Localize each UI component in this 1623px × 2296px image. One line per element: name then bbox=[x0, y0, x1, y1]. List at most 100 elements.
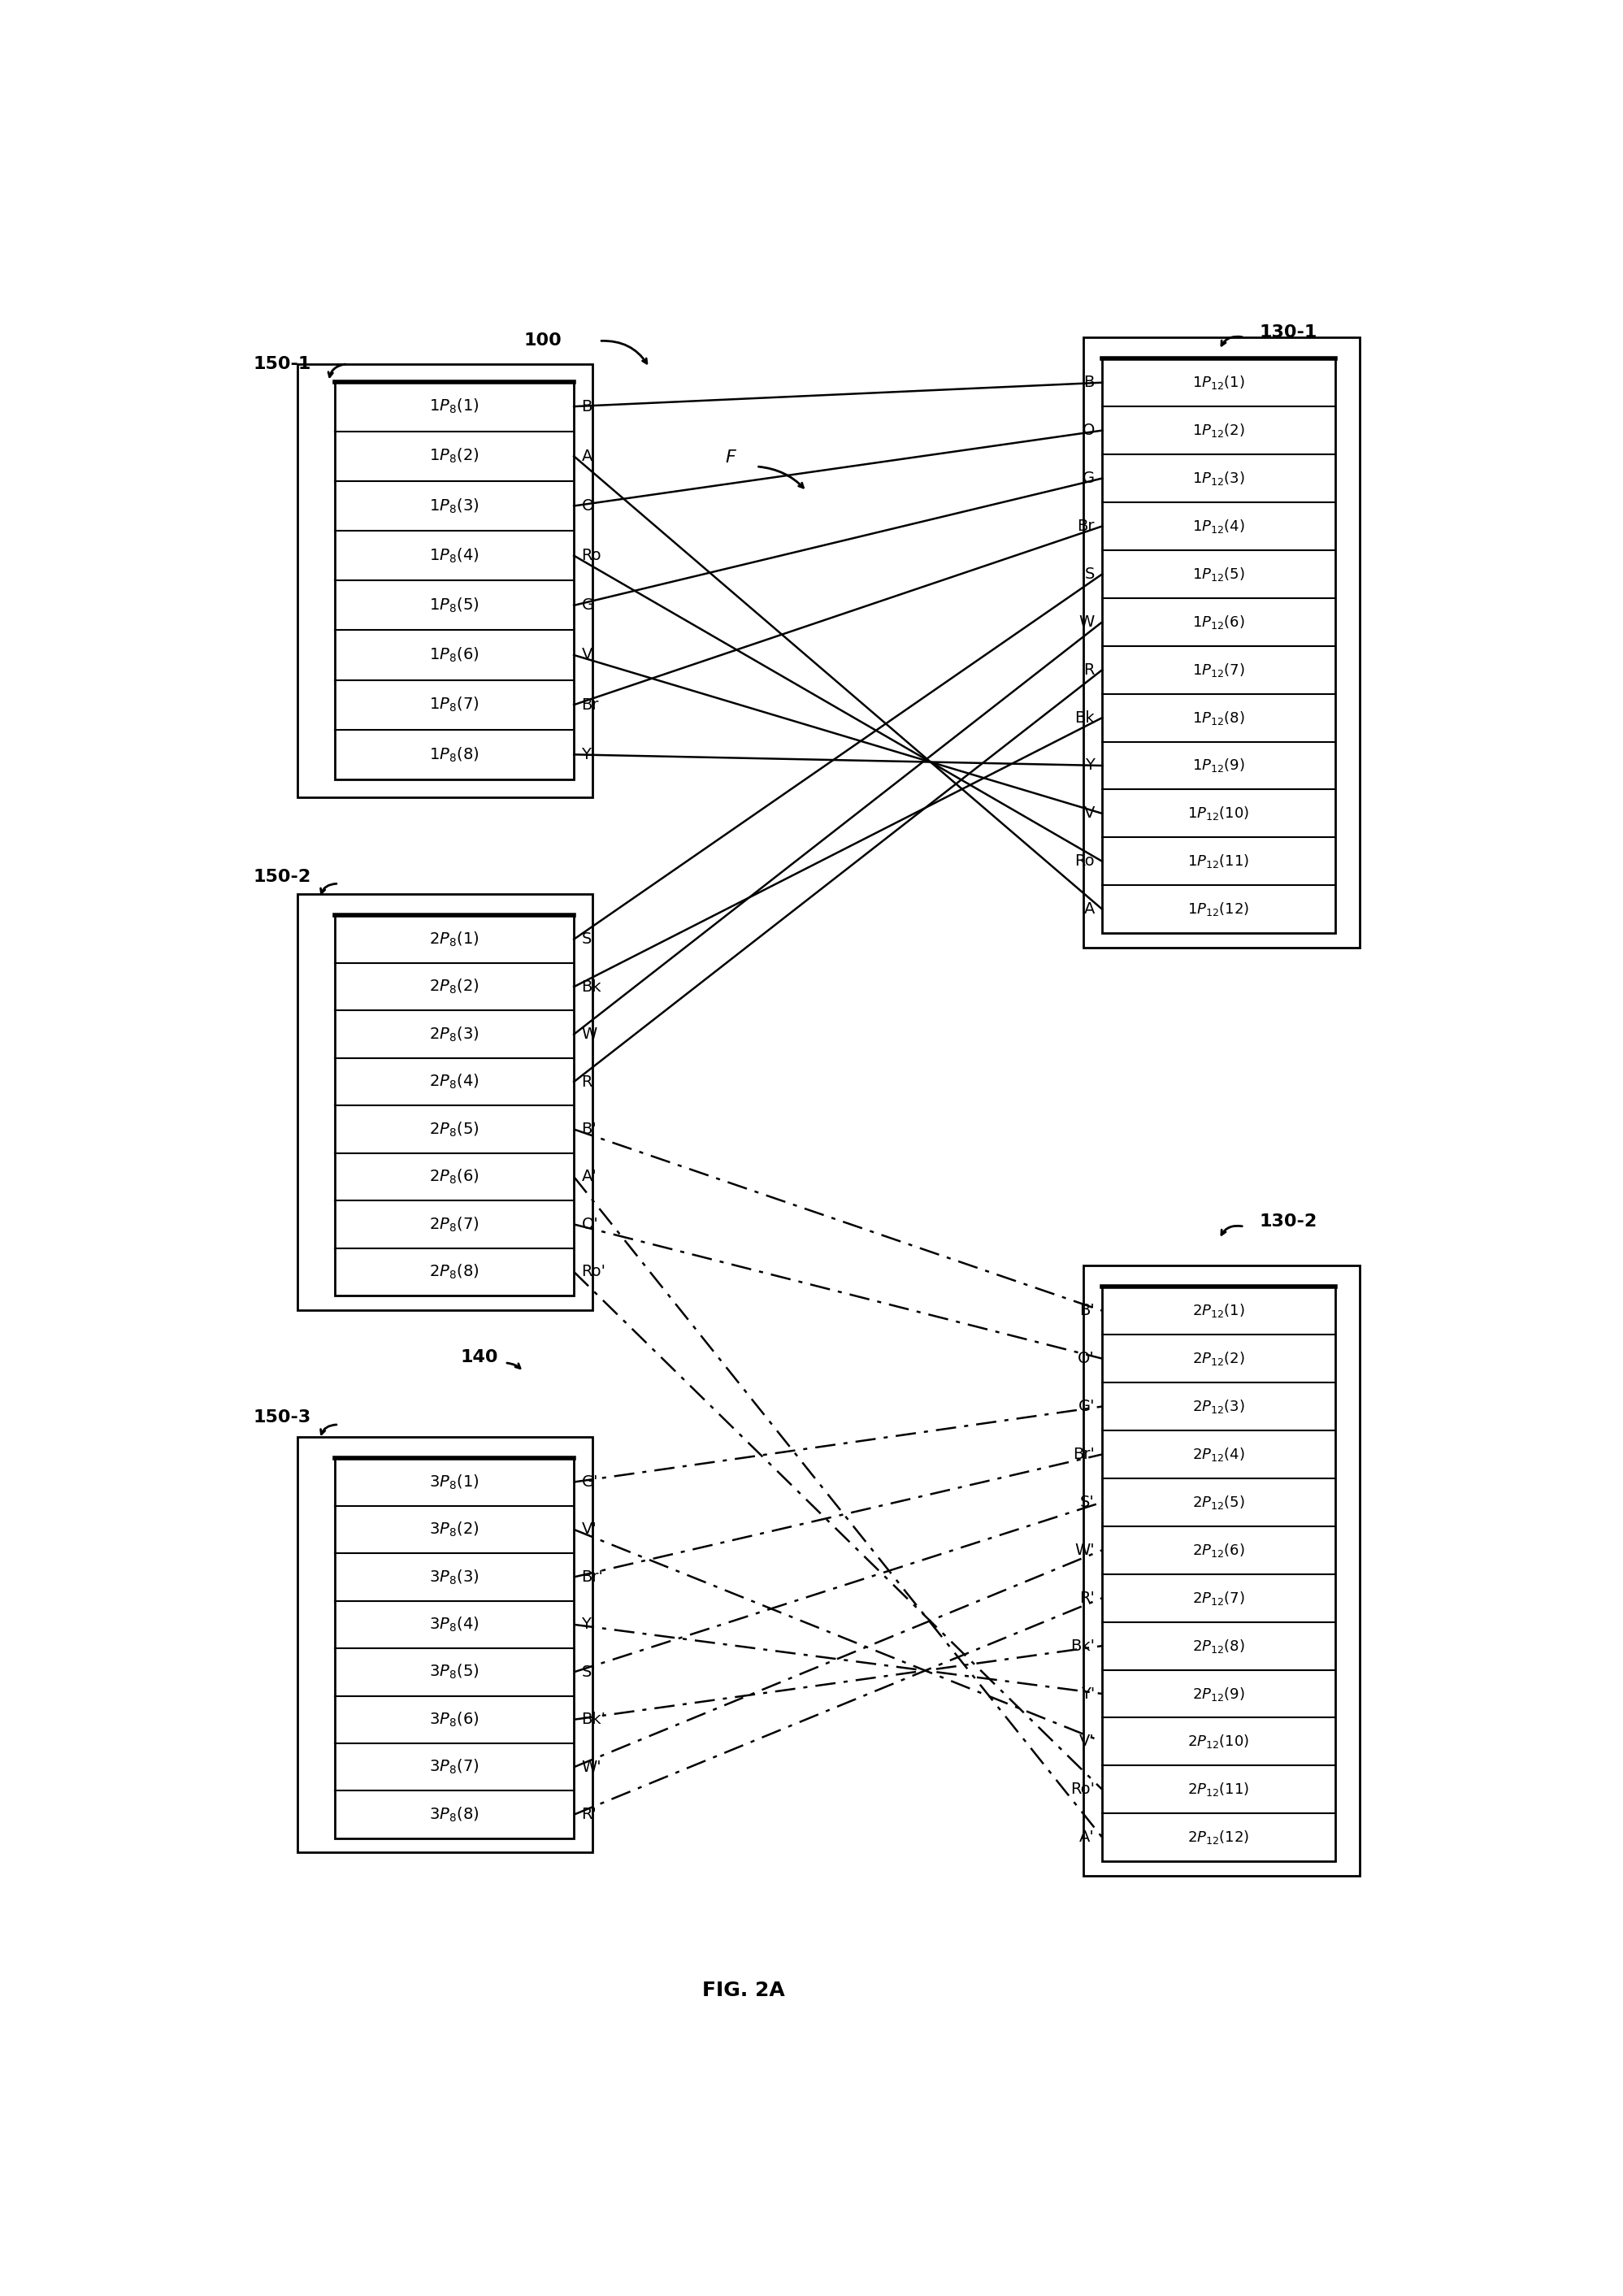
Text: V: V bbox=[1084, 806, 1094, 822]
Text: 150-3: 150-3 bbox=[253, 1410, 312, 1426]
Text: $2P_8(8)$: $2P_8(8)$ bbox=[430, 1263, 479, 1281]
Text: $1P_{12}(5)$: $1P_{12}(5)$ bbox=[1193, 565, 1245, 583]
Text: R: R bbox=[581, 1075, 592, 1091]
Text: O': O' bbox=[581, 1217, 599, 1233]
Text: $3P_8(1)$: $3P_8(1)$ bbox=[430, 1474, 479, 1490]
Text: $3P_8(8)$: $3P_8(8)$ bbox=[430, 1805, 479, 1823]
Text: $3P_8(6)$: $3P_8(6)$ bbox=[430, 1711, 479, 1729]
Text: B: B bbox=[1084, 374, 1094, 390]
Text: Bk: Bk bbox=[581, 978, 602, 994]
Text: $2P_{12}(1)$: $2P_{12}(1)$ bbox=[1193, 1302, 1245, 1320]
Bar bbox=[1102, 1286, 1334, 1862]
Text: $2P_{12}(5)$: $2P_{12}(5)$ bbox=[1193, 1495, 1245, 1511]
Text: $3P_8(4)$: $3P_8(4)$ bbox=[430, 1616, 479, 1635]
Text: $2P_{12}(8)$: $2P_{12}(8)$ bbox=[1193, 1637, 1245, 1655]
Text: B': B' bbox=[581, 1120, 597, 1137]
Text: $2P_{12}(7)$: $2P_{12}(7)$ bbox=[1193, 1589, 1245, 1607]
Text: 150-2: 150-2 bbox=[253, 868, 312, 884]
Text: G': G' bbox=[1078, 1398, 1094, 1414]
Text: $3P_8(5)$: $3P_8(5)$ bbox=[430, 1662, 479, 1681]
Text: 140: 140 bbox=[461, 1350, 498, 1366]
Text: V: V bbox=[581, 647, 592, 664]
Text: $2P_8(4)$: $2P_8(4)$ bbox=[430, 1072, 479, 1091]
Text: $2P_{12}(3)$: $2P_{12}(3)$ bbox=[1193, 1398, 1245, 1414]
Text: $2P_{12}(9)$: $2P_{12}(9)$ bbox=[1193, 1685, 1245, 1701]
Text: A': A' bbox=[1079, 1830, 1094, 1846]
Text: $3P_8(7)$: $3P_8(7)$ bbox=[430, 1759, 479, 1777]
Text: $1P_8(5)$: $1P_8(5)$ bbox=[430, 597, 479, 615]
Text: Br': Br' bbox=[1073, 1446, 1094, 1463]
Text: $1P_8(3)$: $1P_8(3)$ bbox=[430, 496, 479, 514]
Text: Ro': Ro' bbox=[1070, 1782, 1094, 1798]
Text: A: A bbox=[1084, 902, 1094, 916]
Text: Br: Br bbox=[1078, 519, 1094, 535]
Bar bbox=[1102, 358, 1334, 932]
Text: F: F bbox=[725, 450, 735, 466]
Text: Br: Br bbox=[581, 698, 599, 712]
Text: $1P_{12}(7)$: $1P_{12}(7)$ bbox=[1193, 661, 1245, 677]
Text: $2P_8(2)$: $2P_8(2)$ bbox=[430, 978, 479, 996]
Text: $2P_8(3)$: $2P_8(3)$ bbox=[430, 1026, 479, 1042]
Text: $1P_{12}(10)$: $1P_{12}(10)$ bbox=[1188, 806, 1250, 822]
Text: Ro': Ro' bbox=[581, 1265, 605, 1279]
Text: $2P_8(5)$: $2P_8(5)$ bbox=[430, 1120, 479, 1139]
Text: R: R bbox=[1084, 661, 1094, 677]
Text: $2P_8(1)$: $2P_8(1)$ bbox=[430, 930, 479, 948]
Text: $1P_8(4)$: $1P_8(4)$ bbox=[430, 546, 479, 565]
Text: O': O' bbox=[1078, 1350, 1094, 1366]
Text: G': G' bbox=[581, 1474, 599, 1490]
Text: Y: Y bbox=[1086, 758, 1094, 774]
Text: Bk': Bk' bbox=[581, 1713, 605, 1727]
Text: $2P_8(7)$: $2P_8(7)$ bbox=[430, 1215, 479, 1233]
Text: S': S' bbox=[581, 1665, 596, 1681]
Text: $1P_8(8)$: $1P_8(8)$ bbox=[430, 746, 479, 765]
Text: $2P_{12}(4)$: $2P_{12}(4)$ bbox=[1193, 1446, 1245, 1463]
Bar bbox=[334, 916, 575, 1295]
Text: V': V' bbox=[581, 1522, 597, 1538]
Text: Ro: Ro bbox=[581, 549, 602, 563]
Text: $2P_{12}(6)$: $2P_{12}(6)$ bbox=[1193, 1541, 1245, 1559]
Text: 100: 100 bbox=[524, 333, 562, 349]
Text: $1P_{12}(2)$: $1P_{12}(2)$ bbox=[1193, 422, 1245, 439]
Text: S: S bbox=[1084, 567, 1094, 581]
Text: $1P_8(6)$: $1P_8(6)$ bbox=[430, 645, 479, 664]
Text: V': V' bbox=[1079, 1733, 1094, 1750]
Bar bbox=[297, 363, 592, 797]
Bar bbox=[297, 895, 592, 1309]
Text: Y': Y' bbox=[581, 1616, 596, 1632]
Bar bbox=[334, 381, 575, 778]
Text: $1P_{12}(11)$: $1P_{12}(11)$ bbox=[1188, 852, 1250, 870]
Text: $1P_8(7)$: $1P_8(7)$ bbox=[430, 696, 479, 714]
Text: B': B' bbox=[1079, 1304, 1094, 1318]
Text: G: G bbox=[581, 597, 594, 613]
Bar bbox=[1083, 1265, 1360, 1876]
Bar bbox=[334, 1458, 575, 1839]
Text: W': W' bbox=[1074, 1543, 1094, 1559]
Text: S': S' bbox=[1081, 1495, 1094, 1511]
Text: $3P_8(2)$: $3P_8(2)$ bbox=[430, 1520, 479, 1538]
Text: Bk': Bk' bbox=[1070, 1637, 1094, 1653]
Text: $1P_{12}(1)$: $1P_{12}(1)$ bbox=[1193, 374, 1245, 390]
Text: $1P_{12}(6)$: $1P_{12}(6)$ bbox=[1193, 613, 1245, 631]
Text: $2P_{12}(10)$: $2P_{12}(10)$ bbox=[1188, 1733, 1250, 1750]
Text: 130-2: 130-2 bbox=[1259, 1212, 1318, 1228]
Text: A: A bbox=[581, 448, 592, 464]
Text: W: W bbox=[581, 1026, 597, 1042]
Text: 130-1: 130-1 bbox=[1259, 324, 1318, 340]
Text: 150-1: 150-1 bbox=[253, 356, 312, 372]
Text: O: O bbox=[1083, 422, 1094, 439]
Text: W: W bbox=[1079, 615, 1094, 629]
Text: Bk: Bk bbox=[1074, 709, 1094, 726]
Text: O: O bbox=[581, 498, 594, 514]
Text: $1P_{12}(4)$: $1P_{12}(4)$ bbox=[1193, 517, 1245, 535]
Text: Y': Y' bbox=[1081, 1685, 1094, 1701]
Text: $1P_8(1)$: $1P_8(1)$ bbox=[430, 397, 479, 416]
Text: $1P_{12}(8)$: $1P_{12}(8)$ bbox=[1193, 709, 1245, 726]
Text: W': W' bbox=[581, 1759, 602, 1775]
Text: R': R' bbox=[581, 1807, 597, 1823]
Text: A': A' bbox=[581, 1169, 597, 1185]
Text: Ro: Ro bbox=[1074, 854, 1094, 870]
Text: FIG. 2A: FIG. 2A bbox=[703, 1981, 786, 2000]
Text: Br': Br' bbox=[581, 1570, 604, 1584]
Text: G: G bbox=[1083, 471, 1094, 487]
